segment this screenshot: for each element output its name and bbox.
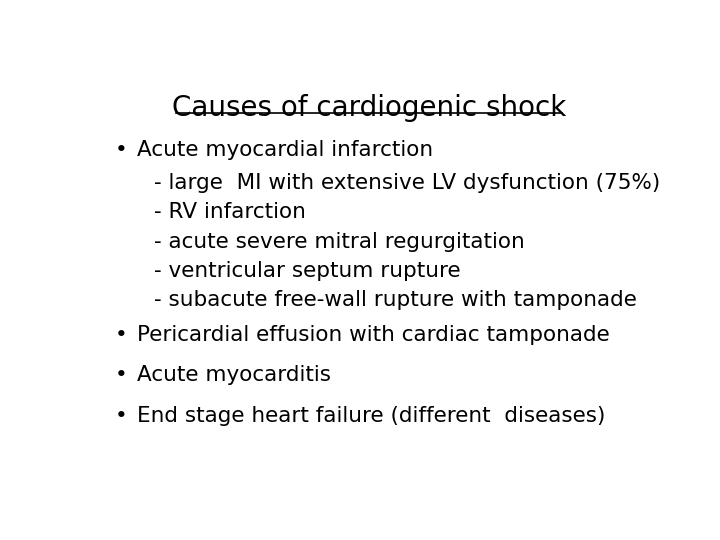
Text: •: • [114,364,127,384]
Text: Acute myocarditis: Acute myocarditis [138,364,331,384]
Text: Acute myocardial infarction: Acute myocardial infarction [138,140,433,160]
Text: Pericardial effusion with cardiac tamponade: Pericardial effusion with cardiac tampon… [138,325,610,345]
Text: - RV infarction: - RV infarction [154,202,306,222]
Text: - ventricular septum rupture: - ventricular septum rupture [154,261,461,281]
Text: - large  MI with extensive LV dysfunction (75%): - large MI with extensive LV dysfunction… [154,173,660,193]
Text: - subacute free-wall rupture with tamponade: - subacute free-wall rupture with tampon… [154,290,637,310]
Text: •: • [114,406,127,426]
Text: •: • [114,325,127,345]
Text: •: • [114,140,127,160]
Text: Causes of cardiogenic shock: Causes of cardiogenic shock [172,94,566,122]
Text: End stage heart failure (different  diseases): End stage heart failure (different disea… [138,406,606,426]
Text: - acute severe mitral regurgitation: - acute severe mitral regurgitation [154,232,525,252]
